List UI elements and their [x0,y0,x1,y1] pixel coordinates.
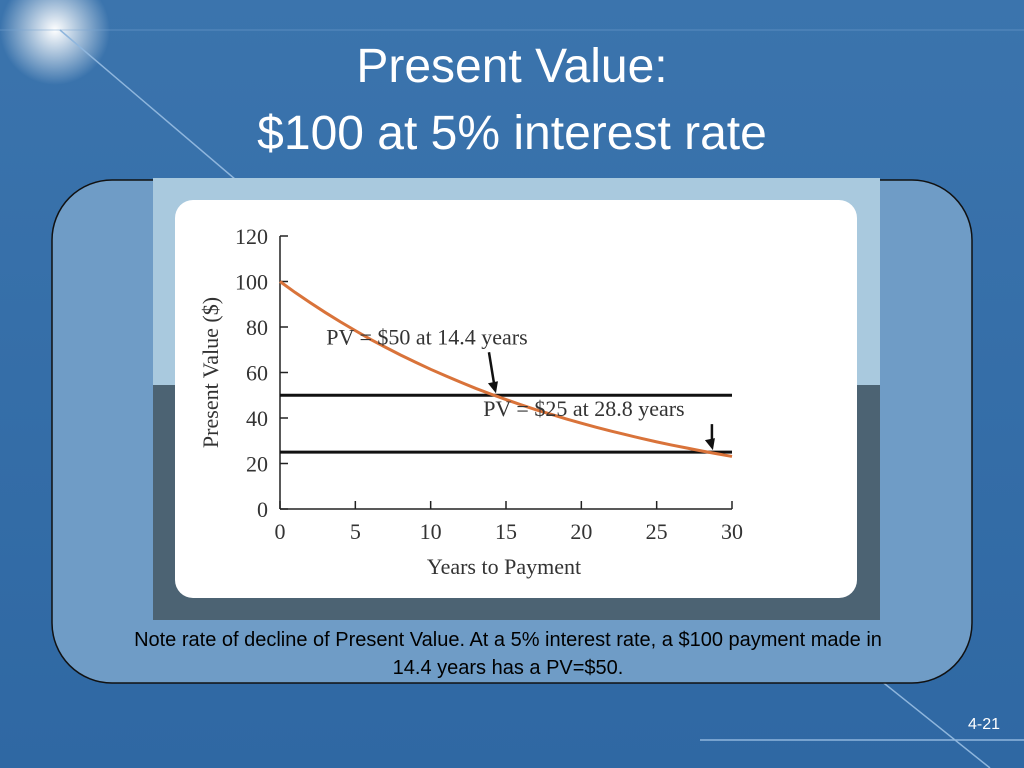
y-tick-label: 40 [246,406,268,431]
x-tick-label: 25 [646,519,668,544]
page-number: 4-21 [968,716,1001,733]
x-tick-label: 10 [420,519,442,544]
annotation: PV = $50 at 14.4 years [326,324,527,349]
y-tick-label: 20 [246,452,268,477]
plot: 0 20 40 60 80 100 120 0 5 10 15 20 25 30 Years to Paym… [198,224,743,579]
x-tick-label: 15 [495,519,517,544]
arrow-head [487,381,498,394]
y-tick-label: 80 [246,315,268,340]
y-tick-label: 120 [235,224,268,249]
x-tick-label: 30 [721,519,743,544]
annotation: PV = $25 at 28.8 years [483,396,684,421]
chart-panel [175,200,857,598]
arrow-head [704,438,715,451]
x-tick-label: 5 [350,519,361,544]
y-axis-label: Present Value ($) [198,297,223,448]
slide-subtitle: $100 at 5% interest rate [257,107,767,160]
decor-line [879,679,991,768]
note: Note rate of decline of Present Value. A… [134,629,882,679]
x-tick-label: 0 [275,519,286,544]
slide-title: Present Value: [356,40,667,93]
y-tick-label: 60 [246,361,268,386]
sun-flare [0,0,110,85]
x-axis-label: Years to Payment [427,554,581,579]
x-tick-label: 20 [570,519,592,544]
y-tick-label: 0 [257,497,268,522]
pv-curve [279,280,733,458]
y-tick-label: 100 [235,270,268,295]
